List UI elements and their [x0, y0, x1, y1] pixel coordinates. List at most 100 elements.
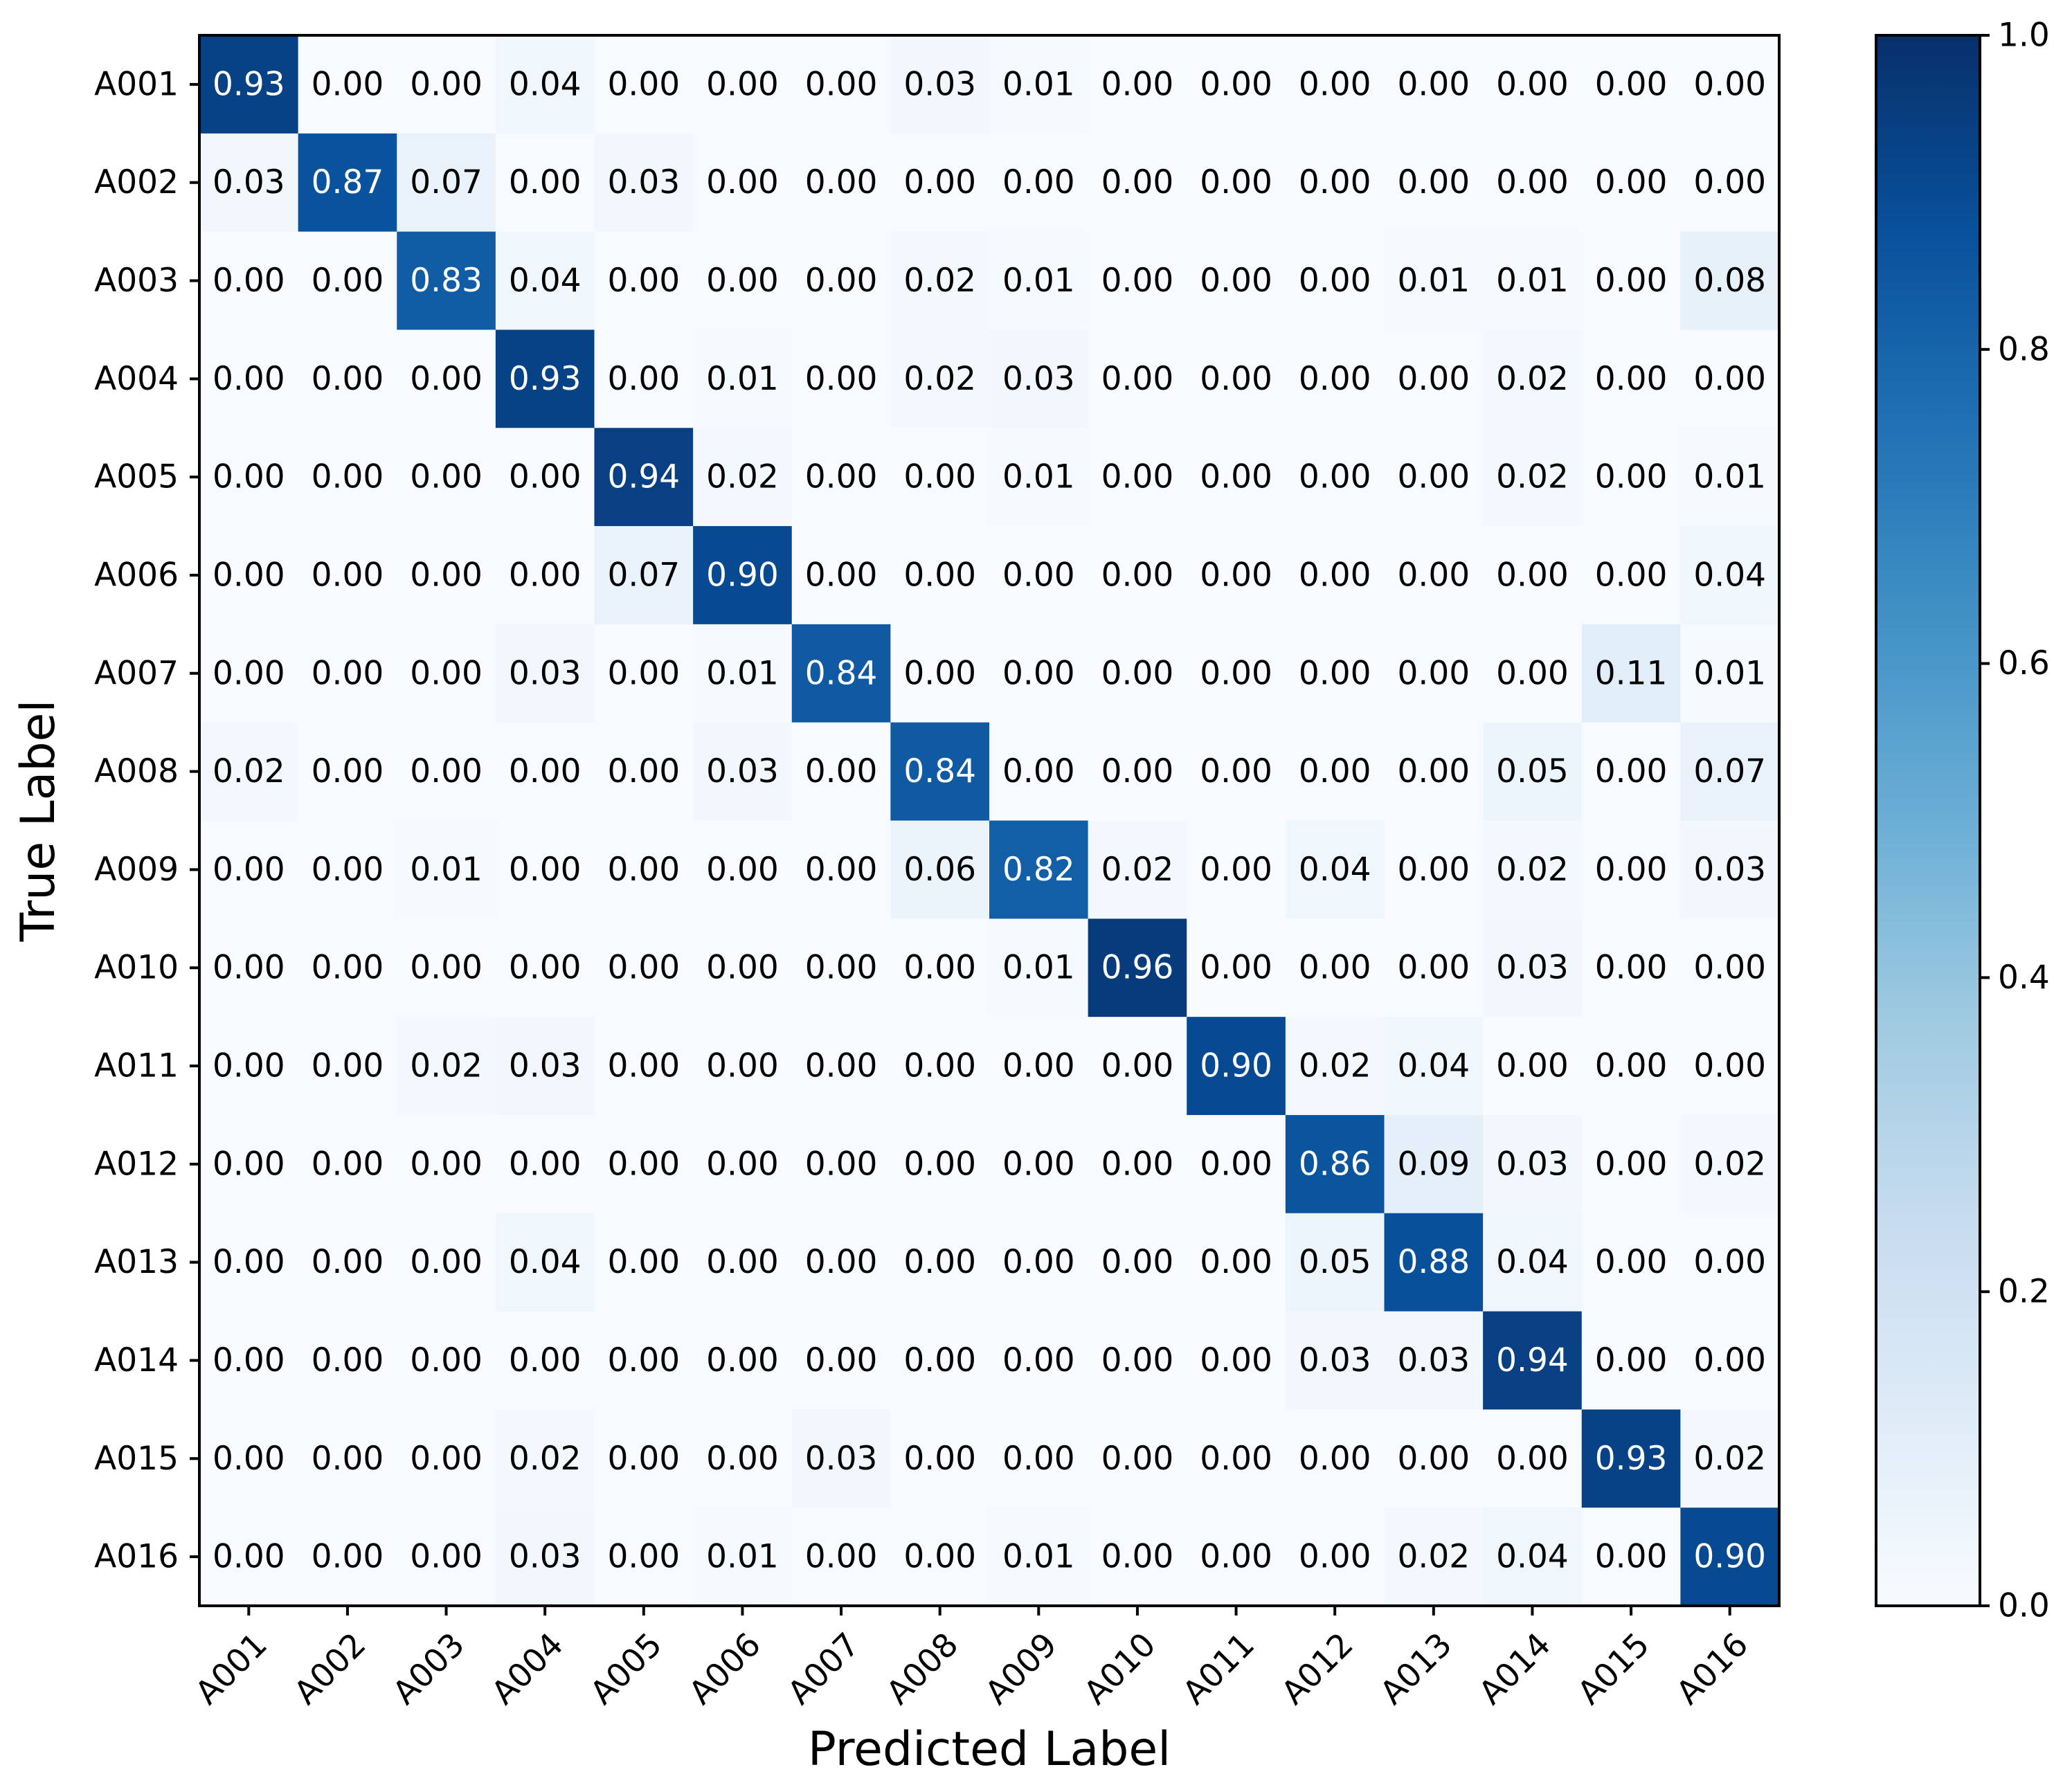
heatmap-cell: [1384, 526, 1484, 625]
heatmap-cell: [1285, 1017, 1385, 1116]
x-tick-label: A011: [1175, 1626, 1262, 1712]
cell-value-label: 0.00: [1101, 65, 1174, 103]
heatmap-cell: [298, 1114, 397, 1214]
cell-value-label: 0.00: [607, 1341, 680, 1379]
heatmap-cell: [397, 428, 496, 527]
cell-value-label: 0.00: [1693, 949, 1766, 987]
heatmap-cell: [1483, 1311, 1583, 1410]
cell-value-label: 0.84: [805, 654, 878, 692]
heatmap-cell: [890, 820, 990, 919]
y-tick-label: A005: [94, 458, 179, 496]
y-tick-label: A004: [94, 360, 179, 398]
x-tick-label: A005: [583, 1626, 669, 1712]
cell-value-label: 0.00: [1397, 1440, 1470, 1478]
cell-value-label: 0.00: [213, 654, 285, 692]
cell-value-label: 0.00: [1200, 1440, 1272, 1478]
heatmap-cell: [791, 1213, 891, 1312]
heatmap-cell: [298, 722, 397, 822]
heatmap-cell: [693, 722, 793, 822]
cell-value-label: 0.00: [1397, 851, 1470, 889]
cell-value-label: 0.00: [805, 163, 878, 201]
heatmap-cell: [1483, 918, 1583, 1017]
cell-value-label: 0.00: [410, 949, 483, 987]
cell-value-label: 0.00: [607, 1538, 680, 1576]
cell-value-label: 0.01: [1693, 458, 1766, 496]
cell-value-label: 0.02: [903, 360, 976, 398]
x-tick-label: A004: [485, 1626, 571, 1712]
heatmap-cell: [1088, 1508, 1187, 1607]
heatmap-cell: [1581, 1114, 1681, 1214]
y-tick-label: A002: [94, 163, 179, 201]
heatmap-cell: [1581, 820, 1681, 919]
heatmap-cell: [989, 1213, 1089, 1312]
cell-value-label: 0.00: [1002, 1047, 1075, 1085]
heatmap-cell: [1483, 35, 1583, 134]
heatmap-cell: [693, 526, 793, 625]
heatmap-cell: [693, 35, 793, 134]
heatmap-cell: [594, 1017, 694, 1116]
cell-value-label: 0.00: [607, 360, 680, 398]
cell-value-label: 0.01: [706, 654, 779, 692]
cell-value-label: 0.00: [1101, 1145, 1174, 1183]
cell-value-label: 0.00: [1595, 360, 1668, 398]
heatmap-cell: [1680, 428, 1780, 527]
cell-value-label: 0.00: [1200, 458, 1272, 496]
heatmap-cell: [989, 918, 1089, 1017]
cell-value-label: 0.04: [1299, 851, 1371, 889]
heatmap-cell: [594, 231, 694, 331]
cell-value-label: 0.00: [312, 1440, 384, 1478]
cell-value-label: 0.00: [903, 1538, 976, 1576]
heatmap-cell: [1483, 526, 1583, 625]
cell-value-label: 0.03: [607, 163, 680, 201]
heatmap-cell: [594, 820, 694, 919]
cell-value-label: 0.00: [1002, 752, 1075, 790]
heatmap-cell: [1285, 918, 1385, 1017]
heatmap-cell: [1384, 1311, 1484, 1410]
heatmap-cell: [1088, 35, 1187, 134]
cell-value-label: 0.00: [805, 1047, 878, 1085]
heatmap-cell: [1088, 1017, 1187, 1116]
heatmap-cell: [1581, 526, 1681, 625]
cell-value-label: 0.00: [1496, 1440, 1569, 1478]
cell-value-label: 0.00: [607, 949, 680, 987]
heatmap-cell: [1581, 1311, 1681, 1410]
cell-value-label: 0.00: [805, 851, 878, 889]
cell-value-label: 0.00: [1693, 65, 1766, 103]
heatmap-cell: [495, 1409, 595, 1508]
cell-value-label: 0.03: [903, 65, 976, 103]
cell-value-label: 0.00: [213, 1047, 285, 1085]
cell-value-label: 0.02: [1299, 1047, 1371, 1085]
cell-value-label: 0.00: [509, 556, 582, 594]
heatmap-cell: [1581, 1017, 1681, 1116]
heatmap-cell: [298, 329, 397, 428]
heatmap-cell: [1187, 428, 1286, 527]
heatmap-cell: [791, 35, 891, 134]
cell-value-label: 0.00: [410, 1440, 483, 1478]
heatmap-cell: [199, 1311, 299, 1410]
heatmap-cell: [693, 1017, 793, 1116]
cell-value-label: 0.01: [1002, 65, 1075, 103]
cell-value-label: 0.00: [312, 65, 384, 103]
heatmap-cell: [1285, 526, 1385, 625]
heatmap-cell: [298, 231, 397, 331]
heatmap-cell: [693, 624, 793, 723]
cell-value-label: 0.00: [213, 949, 285, 987]
heatmap-cell: [1384, 918, 1484, 1017]
cell-value-label: 0.82: [1002, 851, 1075, 889]
cell-value-label: 0.00: [607, 1440, 680, 1478]
heatmap-cell: [1680, 820, 1780, 919]
cell-value-label: 0.00: [1101, 1341, 1174, 1379]
cell-value-label: 0.00: [1101, 752, 1174, 790]
cell-value-label: 0.93: [1595, 1440, 1668, 1478]
cell-value-label: 0.00: [1101, 1538, 1174, 1576]
cell-value-label: 0.00: [1299, 752, 1371, 790]
heatmap-cell: [1187, 133, 1286, 233]
cell-value-label: 0.02: [706, 458, 779, 496]
cell-value-label: 0.00: [607, 752, 680, 790]
heatmap-cell: [397, 329, 496, 428]
heatmap-cell: [989, 1114, 1089, 1214]
heatmap-cell: [1483, 329, 1583, 428]
heatmap-cell: [1680, 1114, 1780, 1214]
heatmap-cell: [495, 722, 595, 822]
